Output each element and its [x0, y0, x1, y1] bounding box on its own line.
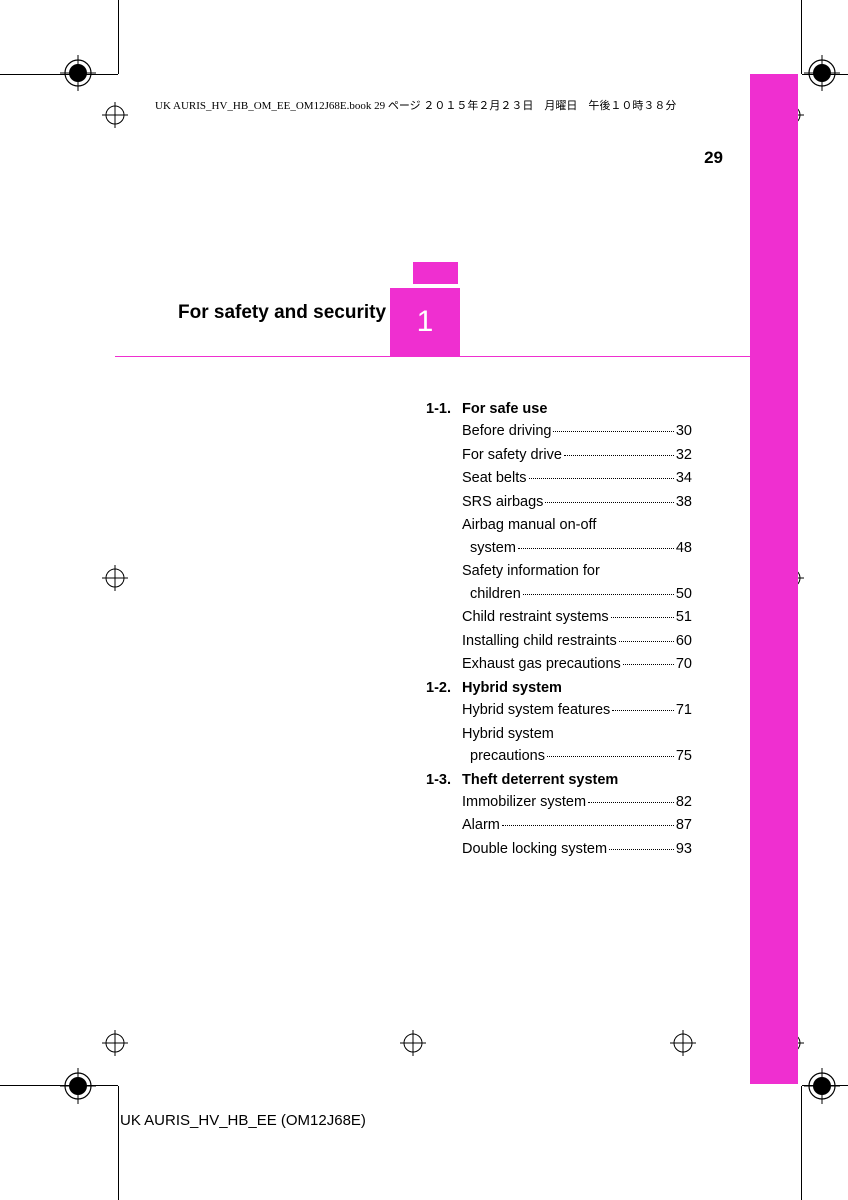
chapter-title: For safety and security	[178, 302, 386, 324]
toc-entry: Safety information forchildren 50	[462, 560, 692, 605]
toc-leader-dots	[547, 756, 674, 757]
toc-entry: SRS airbags 38	[462, 491, 692, 513]
toc-entry: Double locking system 93	[462, 838, 692, 860]
registration-mark-icon	[804, 55, 840, 91]
toc-entry-page: 38	[676, 491, 692, 513]
crop-line	[0, 1085, 118, 1086]
toc-leader-dots	[523, 594, 674, 595]
toc-leader-dots	[611, 617, 674, 618]
toc-entry: Airbag manual on-offsystem 48	[462, 514, 692, 559]
toc-entry: Alarm 87	[462, 814, 692, 836]
chapter-divider-line	[115, 356, 755, 357]
toc-section: 1-2.Hybrid systemHybrid system features7…	[432, 677, 692, 768]
toc-leader-dots	[518, 548, 674, 549]
crop-line	[801, 1086, 802, 1200]
toc-entry-text: Airbag manual on-off	[462, 514, 692, 536]
toc-entry-page: 51	[676, 606, 692, 628]
registration-cross-icon	[102, 1030, 128, 1056]
toc-entry-page: 60	[676, 630, 692, 652]
toc-entry-continuation: precautions	[470, 745, 545, 767]
registration-mark-icon	[60, 1068, 96, 1104]
crop-line	[801, 0, 802, 74]
toc-entry-text: Safety information for	[462, 560, 692, 582]
registration-mark-icon	[804, 1068, 840, 1104]
toc-entry-page: 30	[676, 420, 692, 442]
toc-entry-text: Before driving	[462, 420, 551, 442]
toc-entry: Hybrid system features 71	[462, 699, 692, 721]
toc-leader-dots	[619, 641, 674, 642]
toc-entry-page: 71	[676, 699, 692, 721]
toc-entry-text: Double locking system	[462, 838, 607, 860]
toc-entry-text: Exhaust gas precautions	[462, 653, 621, 675]
toc-section-title: For safe use	[432, 398, 692, 420]
toc-entry-text: Child restraint systems	[462, 606, 609, 628]
toc-entries: Immobilizer system82Alarm87Double lockin…	[462, 791, 692, 860]
crop-line	[118, 1086, 119, 1200]
toc-entry: Exhaust gas precautions 70	[462, 653, 692, 675]
toc-entry: Installing child restraints 60	[462, 630, 692, 652]
toc-entry: Immobilizer system 82	[462, 791, 692, 813]
toc-section: 1-1.For safe useBefore driving30For safe…	[432, 398, 692, 676]
toc-entry-text: Hybrid system	[462, 723, 692, 745]
toc-entry: Hybrid systemprecautions 75	[462, 723, 692, 768]
toc-entries: Hybrid system features 71Hybrid systempre…	[462, 699, 692, 767]
toc-entry-page: 87	[676, 814, 692, 836]
toc-section-label: 1-3.	[426, 769, 451, 791]
toc-entry-page: 32	[676, 444, 692, 466]
chapter-accent-box	[413, 262, 458, 284]
toc-entry-page: 93	[676, 838, 692, 860]
toc-leader-dots	[529, 478, 674, 479]
page-container: UK AURIS_HV_HB_OM_EE_OM12J68E.book 29 ペー…	[0, 0, 848, 1200]
toc-entry-continuation: system	[470, 537, 516, 559]
toc-leader-dots	[588, 802, 674, 803]
chapter-number-badge: 1	[390, 288, 460, 356]
toc-section-title: Theft deterrent system	[432, 769, 692, 791]
toc-leader-dots	[553, 431, 673, 432]
toc-entry-continuation: children	[470, 583, 521, 605]
table-of-contents: 1-1.For safe useBefore driving30For safe…	[432, 398, 692, 861]
toc-entry-page: 82	[676, 791, 692, 813]
toc-entry: For safety drive 32	[462, 444, 692, 466]
crop-line	[118, 0, 119, 74]
toc-leader-dots	[502, 825, 674, 826]
page-number: 29	[704, 148, 723, 168]
toc-leader-dots	[564, 455, 674, 456]
toc-entry-page: 75	[676, 745, 692, 767]
toc-leader-dots	[545, 502, 673, 503]
chapter-heading: For safety and security 1	[115, 288, 755, 358]
toc-section-label: 1-2.	[426, 677, 451, 699]
registration-mark-icon	[60, 55, 96, 91]
footer-metadata: UK AURIS_HV_HB_EE (OM12J68E)	[120, 1112, 366, 1129]
toc-entry-text: Immobilizer system	[462, 791, 586, 813]
toc-leader-dots	[609, 849, 674, 850]
registration-cross-icon	[102, 102, 128, 128]
toc-section: 1-3.Theft deterrent systemImmobilizer sy…	[432, 769, 692, 861]
toc-entry: Before driving 30	[462, 420, 692, 442]
toc-entry-text: For safety drive	[462, 444, 562, 466]
toc-entry: Child restraint systems 51	[462, 606, 692, 628]
toc-section-title: Hybrid system	[432, 677, 692, 699]
header-metadata: UK AURIS_HV_HB_OM_EE_OM12J68E.book 29 ペー…	[155, 97, 676, 113]
toc-section-label: 1-1.	[426, 398, 451, 420]
toc-entry-text: Installing child restraints	[462, 630, 617, 652]
toc-entry-page: 34	[676, 467, 692, 489]
toc-entry-text: SRS airbags	[462, 491, 543, 513]
registration-cross-icon	[400, 1030, 426, 1056]
toc-leader-dots	[623, 664, 674, 665]
registration-cross-icon	[670, 1030, 696, 1056]
toc-entry-text: Hybrid system features	[462, 699, 610, 721]
toc-entry-text: Alarm	[462, 814, 500, 836]
side-tab-bar	[750, 74, 798, 1084]
toc-entry-page: 70	[676, 653, 692, 675]
toc-entry-page: 50	[676, 583, 692, 605]
toc-leader-dots	[612, 710, 674, 711]
registration-cross-icon	[102, 565, 128, 591]
toc-entry-text: Seat belts	[462, 467, 527, 489]
crop-line	[0, 74, 118, 75]
toc-entry-page: 48	[676, 537, 692, 559]
toc-entry: Seat belts 34	[462, 467, 692, 489]
toc-entries: Before driving30For safety drive32Seat b…	[462, 420, 692, 675]
